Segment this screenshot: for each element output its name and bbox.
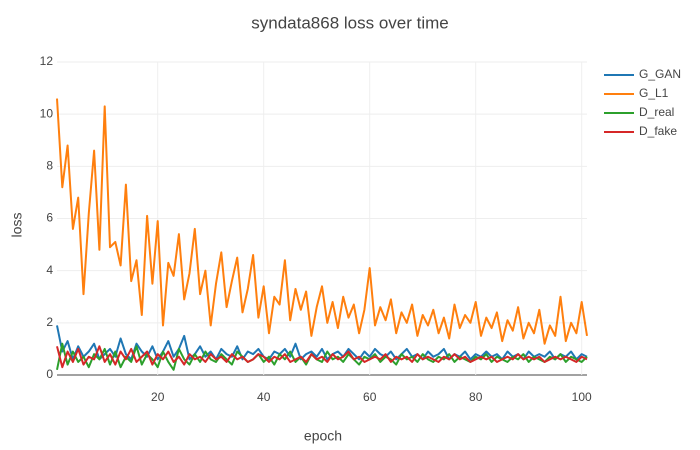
series-line — [56, 98, 588, 345]
y-tick-label: 4 — [46, 263, 53, 277]
series-line — [56, 345, 588, 369]
y-tick-label: 12 — [40, 54, 54, 68]
legend-label: G_L1 — [639, 86, 669, 100]
legend-label: D_fake — [639, 124, 677, 138]
series-line — [56, 325, 588, 361]
chart-title: syndata868 loss over time — [251, 13, 449, 32]
y-tick-label: 10 — [40, 106, 54, 120]
y-tick-label: 0 — [46, 367, 53, 381]
legend-label: D_real — [639, 105, 674, 119]
y-tick-label: 8 — [46, 159, 53, 173]
legend-label: G_GAN — [639, 67, 681, 81]
x-tick-label: 40 — [257, 390, 271, 404]
y-tick-label: 6 — [46, 211, 53, 225]
x-tick-label: 60 — [363, 390, 377, 404]
y-tick-label: 2 — [46, 315, 53, 329]
x-tick-label: 80 — [469, 390, 483, 404]
x-tick-label: 20 — [151, 390, 165, 404]
y-axis-title: loss — [9, 213, 25, 238]
series-line — [56, 342, 588, 371]
x-axis-title: epoch — [304, 428, 342, 444]
x-tick-label: 100 — [572, 390, 592, 404]
